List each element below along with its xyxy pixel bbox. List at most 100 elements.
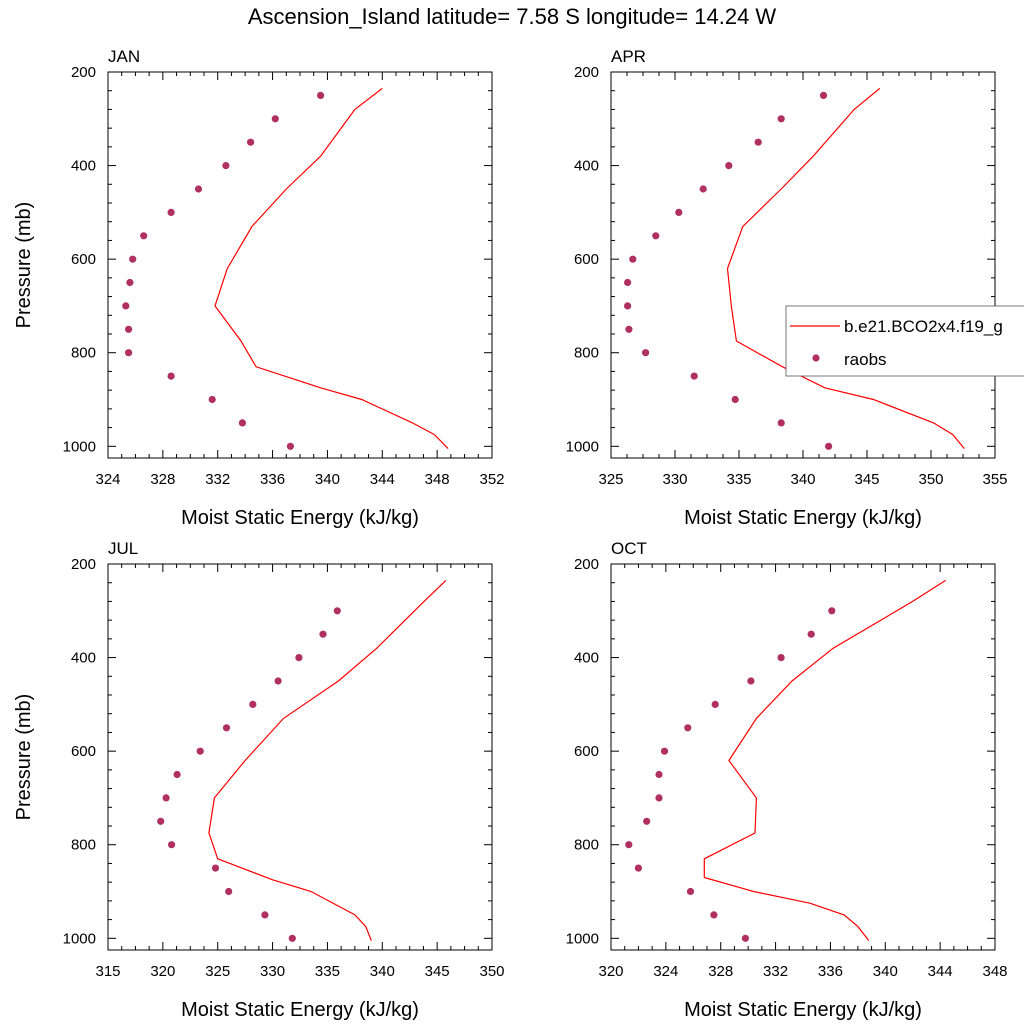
chart-panel-oct: 320 324 328 332 336 340 344 348 200 400 600 800 1000… bbox=[566, 539, 1008, 1021]
y-tick-label: 400 bbox=[574, 158, 599, 175]
raobs-point bbox=[238, 419, 246, 427]
raobs-point bbox=[624, 302, 632, 310]
legend-model-label: b.e21.BCO2x4.f19_g bbox=[844, 317, 1003, 336]
x-axis-title: Moist Static Energy (kJ/kg) bbox=[181, 999, 419, 1021]
plot-frame bbox=[610, 563, 996, 951]
raobs-point bbox=[122, 302, 130, 310]
x-tick-label: 344 bbox=[370, 471, 395, 488]
raobs-point bbox=[167, 372, 175, 380]
raobs-point bbox=[828, 607, 836, 615]
raobs-point bbox=[634, 864, 643, 872]
x-tick-label: 330 bbox=[662, 471, 687, 488]
x-tick-label: 344 bbox=[928, 963, 953, 980]
raobs-point bbox=[295, 654, 303, 662]
x-tick-label: 340 bbox=[873, 963, 898, 980]
raobs-point bbox=[288, 934, 296, 942]
x-tick-label: 325 bbox=[205, 963, 230, 980]
x-tick-label: 335 bbox=[315, 963, 340, 980]
raobs-point bbox=[129, 255, 137, 263]
raobs-point bbox=[807, 630, 815, 638]
raobs-point bbox=[660, 747, 669, 755]
y-tick-label: 400 bbox=[71, 650, 96, 667]
x-tick-label: 336 bbox=[818, 963, 843, 980]
raobs-point bbox=[625, 841, 633, 849]
legend-box bbox=[785, 305, 1024, 377]
raobs-point bbox=[271, 115, 279, 123]
raobs-point bbox=[274, 677, 282, 685]
x-tick-label: 340 bbox=[315, 471, 340, 488]
raobs-point bbox=[642, 349, 650, 357]
y-tick-label: 200 bbox=[574, 556, 599, 573]
raobs-point bbox=[754, 138, 762, 146]
panel-label-jul: JUL bbox=[108, 539, 138, 558]
chart-panel-jul: 315 320 325 330 335 340 345 350 200 400 600 800 1000… bbox=[13, 539, 505, 1021]
model-line-oct bbox=[703, 579, 946, 941]
raobs-point bbox=[140, 232, 148, 240]
y-tick-label: 200 bbox=[71, 64, 96, 81]
x-axis-title: Moist Static Energy (kJ/kg) bbox=[684, 507, 922, 529]
panel-label-oct: OCT bbox=[611, 539, 647, 558]
chart-panel-apr: 325 330 335 340 345 350 355 200 400 600 800 1000 APR… bbox=[566, 47, 1008, 529]
y-tick-label: 600 bbox=[574, 251, 599, 268]
raobs-point bbox=[643, 817, 651, 825]
raobs-point bbox=[196, 747, 204, 755]
y-axis-title: Pressure (mb) bbox=[13, 694, 35, 821]
y-tick-label: 800 bbox=[574, 837, 599, 854]
x-axis-title: Moist Static Energy (kJ/kg) bbox=[684, 999, 922, 1021]
raobs-point bbox=[333, 607, 341, 615]
x-tick-label: 345 bbox=[854, 471, 879, 488]
x-tick-label: 355 bbox=[982, 471, 1007, 488]
raobs-point bbox=[222, 724, 231, 732]
raobs-point bbox=[261, 911, 269, 919]
legend-obs-label: raobs bbox=[844, 350, 887, 369]
plot-frame bbox=[610, 71, 996, 459]
model-line-jul bbox=[208, 579, 447, 941]
raobs-point bbox=[625, 325, 633, 333]
x-tick-label: 340 bbox=[790, 471, 815, 488]
raobs-point bbox=[624, 278, 632, 287]
x-tick-label: 336 bbox=[260, 471, 285, 488]
x-tick-label: 328 bbox=[708, 963, 733, 980]
raobs-point bbox=[157, 817, 165, 825]
y-tick-label: 1000 bbox=[566, 930, 599, 947]
raobs-point bbox=[825, 442, 833, 450]
raobs-point bbox=[222, 162, 230, 170]
x-tick-label: 320 bbox=[150, 963, 175, 980]
raobs-point bbox=[711, 700, 719, 709]
model-line-jan bbox=[214, 87, 449, 450]
raobs-point bbox=[249, 700, 257, 709]
plot-frame bbox=[107, 563, 493, 951]
x-tick-label: 325 bbox=[598, 471, 623, 488]
raobs-point bbox=[125, 349, 133, 357]
y-tick-label: 400 bbox=[574, 650, 599, 667]
raobs-point bbox=[675, 208, 683, 216]
x-tick-label: 340 bbox=[370, 963, 395, 980]
raobs-point bbox=[211, 864, 220, 872]
raobs-point bbox=[173, 770, 181, 779]
raobs-point bbox=[725, 162, 733, 170]
raobs-point bbox=[247, 138, 255, 146]
y-tick-label: 200 bbox=[574, 64, 599, 81]
panel-label-jan: JAN bbox=[108, 47, 140, 66]
raobs-point bbox=[655, 770, 663, 779]
legend-marker-sample bbox=[812, 354, 820, 362]
y-tick-label: 200 bbox=[71, 556, 96, 573]
x-tick-label: 328 bbox=[150, 471, 175, 488]
raobs-point bbox=[194, 185, 203, 193]
x-tick-label: 352 bbox=[479, 471, 504, 488]
x-tick-label: 350 bbox=[479, 963, 504, 980]
y-tick-label: 600 bbox=[71, 251, 96, 268]
raobs-point bbox=[741, 934, 750, 942]
raobs-point bbox=[125, 325, 133, 333]
raobs-point bbox=[731, 395, 739, 404]
x-tick-label: 330 bbox=[260, 963, 285, 980]
raobs-point bbox=[699, 185, 707, 193]
raobs-point bbox=[777, 654, 785, 662]
y-tick-label: 1000 bbox=[63, 930, 96, 947]
raobs-point bbox=[686, 887, 695, 896]
raobs-point bbox=[819, 91, 828, 99]
y-tick-label: 1000 bbox=[566, 438, 599, 455]
x-tick-label: 332 bbox=[205, 471, 230, 488]
